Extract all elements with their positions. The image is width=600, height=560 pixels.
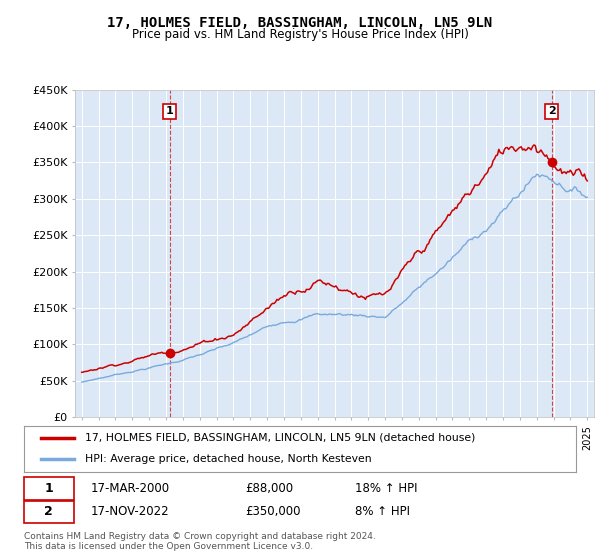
Text: £88,000: £88,000 — [245, 482, 293, 495]
Text: 1: 1 — [166, 106, 173, 116]
Text: 2: 2 — [44, 505, 53, 518]
Text: 17, HOLMES FIELD, BASSINGHAM, LINCOLN, LN5 9LN: 17, HOLMES FIELD, BASSINGHAM, LINCOLN, L… — [107, 16, 493, 30]
Text: Price paid vs. HM Land Registry's House Price Index (HPI): Price paid vs. HM Land Registry's House … — [131, 28, 469, 41]
FancyBboxPatch shape — [24, 501, 74, 523]
Text: 18% ↑ HPI: 18% ↑ HPI — [355, 482, 418, 495]
FancyBboxPatch shape — [24, 477, 74, 500]
Text: 17-NOV-2022: 17-NOV-2022 — [90, 505, 169, 518]
Text: This data is licensed under the Open Government Licence v3.0.: This data is licensed under the Open Gov… — [24, 542, 313, 551]
Text: £350,000: £350,000 — [245, 505, 301, 518]
Text: 2: 2 — [548, 106, 556, 116]
Text: HPI: Average price, detached house, North Kesteven: HPI: Average price, detached house, Nort… — [85, 454, 371, 464]
Text: 17-MAR-2000: 17-MAR-2000 — [90, 482, 169, 495]
Text: Contains HM Land Registry data © Crown copyright and database right 2024.: Contains HM Land Registry data © Crown c… — [24, 532, 376, 541]
Text: 1: 1 — [44, 482, 53, 495]
Text: 8% ↑ HPI: 8% ↑ HPI — [355, 505, 410, 518]
Text: 17, HOLMES FIELD, BASSINGHAM, LINCOLN, LN5 9LN (detached house): 17, HOLMES FIELD, BASSINGHAM, LINCOLN, L… — [85, 433, 475, 443]
